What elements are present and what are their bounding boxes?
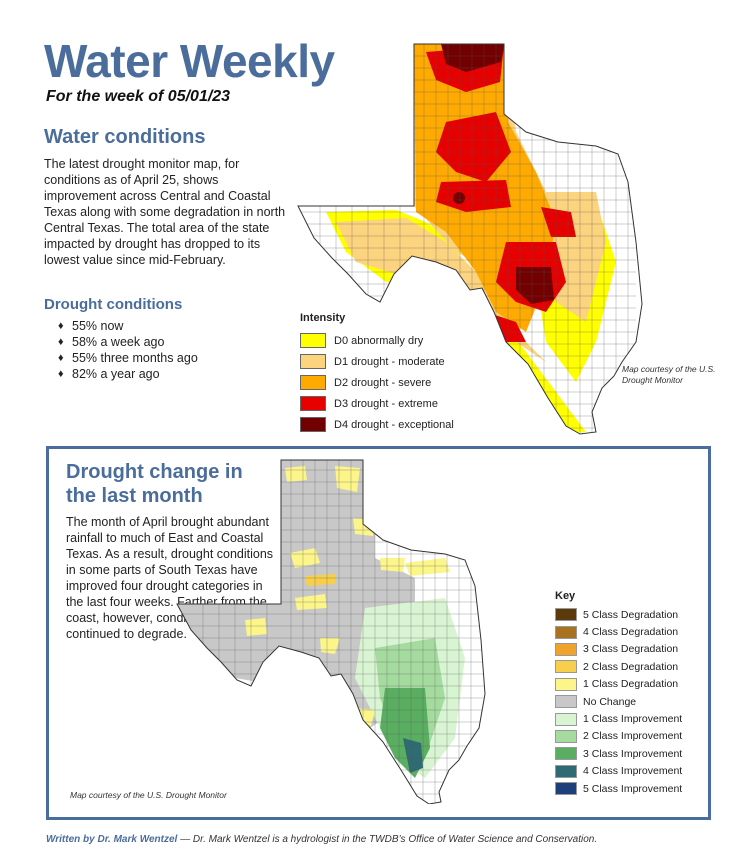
water-conditions-text: The latest drought monitor map, for cond… — [44, 157, 286, 267]
droplet-icon: ♦ — [58, 368, 64, 380]
legend-swatch — [555, 764, 577, 778]
droplet-icon: ♦ — [58, 336, 64, 348]
legend-swatch — [555, 695, 577, 709]
drought-change-panel — [46, 446, 711, 820]
legend-swatch — [300, 396, 326, 411]
map-credit: Map courtesy of the U.S. Drought Monitor — [622, 364, 716, 385]
legend-item: 4 Class Improvement — [555, 763, 682, 780]
drought-change-text: The month of April brought abundant rain… — [66, 515, 274, 641]
page-subtitle: For the week of 05/01/23 — [46, 88, 231, 105]
drought-stats-list: ♦ 55% now ♦ 58% a week ago ♦ 55% three mont… — [58, 318, 198, 382]
legend-item: 2 Class Improvement — [555, 728, 682, 745]
legend-item: D0 abnormally dry — [300, 330, 454, 351]
page-title: Water Weekly — [44, 35, 335, 87]
legend-swatch — [555, 782, 577, 796]
legend-swatch — [300, 417, 326, 432]
legend-swatch — [555, 625, 577, 639]
legend-item: 2 Class Degradation — [555, 658, 682, 675]
footer-author: Written by Dr. Mark Wentzel — [46, 834, 178, 845]
legend-title: Intensity — [300, 312, 346, 324]
legend-swatch — [555, 642, 577, 656]
list-item: ♦ 55% now — [58, 319, 124, 333]
legend-item: D1 drought - moderate — [300, 351, 454, 372]
legend-item: 5 Class Degradation — [555, 606, 682, 623]
droplet-icon: ♦ — [58, 320, 64, 332]
legend-swatch — [300, 354, 326, 369]
legend-item: 4 Class Degradation — [555, 623, 682, 640]
map-credit: Map courtesy of the U.S. Drought Monitor — [70, 790, 227, 800]
footer: Written by Dr. Mark Wentzel — Dr. Mark W… — [46, 834, 597, 845]
legend-swatch — [555, 660, 577, 674]
drought-change-heading: Drought change in the last month — [66, 461, 243, 507]
droplet-icon: ♦ — [58, 352, 64, 364]
legend-swatch — [555, 747, 577, 761]
legend-swatch — [555, 677, 577, 691]
legend-swatch — [555, 712, 577, 726]
legend-item: 3 Class Degradation — [555, 641, 682, 658]
drought-conditions-heading: Drought conditions — [44, 296, 183, 313]
drought-monitor-map — [297, 43, 643, 435]
list-item: ♦ 82% a year ago — [58, 367, 160, 381]
water-conditions-heading: Water conditions — [44, 126, 206, 148]
legend-item: 1 Class Degradation — [555, 676, 682, 693]
list-item: ♦ 58% a week ago — [58, 335, 165, 349]
legend-swatch — [300, 333, 326, 348]
list-item: ♦ 55% three months ago — [58, 351, 198, 365]
legend-item: No Change — [555, 693, 682, 710]
drought-intensity-legend: Intensity D0 abnormally dry D1 drought -… — [300, 312, 454, 435]
legend-item: D2 drought - severe — [300, 372, 454, 393]
legend-swatch — [555, 608, 577, 622]
legend-item: 3 Class Improvement — [555, 745, 682, 762]
legend-item: D4 drought - exceptional — [300, 414, 454, 435]
legend-item: 5 Class Improvement — [555, 780, 682, 797]
drought-change-map — [176, 459, 486, 804]
legend-item: D3 drought - extreme — [300, 393, 454, 414]
drought-change-legend: Key 5 Class Degradation 4 Class Degradat… — [555, 590, 682, 797]
legend-swatch — [300, 375, 326, 390]
footer-text: — Dr. Mark Wentzel is a hydrologist in t… — [177, 834, 598, 845]
legend-title: Key — [555, 590, 576, 602]
legend-item: 1 Class Improvement — [555, 710, 682, 727]
legend-swatch — [555, 729, 577, 743]
